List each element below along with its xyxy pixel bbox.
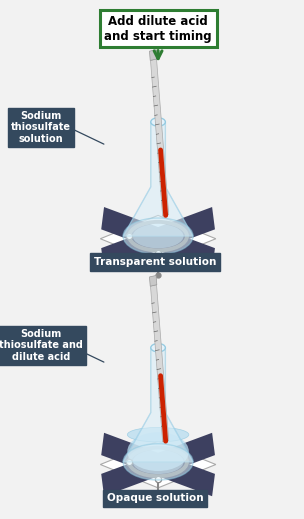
Ellipse shape [123,444,193,480]
Polygon shape [157,433,215,475]
Text: Add dilute acid
and start timing: Add dilute acid and start timing [104,15,212,43]
Polygon shape [101,433,160,475]
Ellipse shape [133,450,184,474]
Polygon shape [150,59,169,216]
Ellipse shape [151,118,165,126]
Polygon shape [157,207,215,250]
Text: Sodium
thiosulfate
solution: Sodium thiosulfate solution [11,111,71,144]
Polygon shape [123,122,193,236]
Ellipse shape [123,218,193,254]
Ellipse shape [151,344,165,352]
Polygon shape [101,228,160,270]
Ellipse shape [127,432,189,471]
Polygon shape [157,228,215,270]
Text: Transparent solution: Transparent solution [94,257,216,267]
Polygon shape [101,207,160,250]
Polygon shape [150,285,169,442]
Polygon shape [100,441,216,488]
Polygon shape [150,276,157,286]
Polygon shape [100,215,216,262]
Polygon shape [150,50,157,60]
Polygon shape [157,454,215,496]
Ellipse shape [133,224,184,248]
Ellipse shape [127,428,189,442]
Text: Sodium
thiosulfate and
dilute acid: Sodium thiosulfate and dilute acid [0,329,83,362]
Polygon shape [101,454,160,496]
Polygon shape [123,348,193,462]
Text: Opaque solution: Opaque solution [107,493,203,503]
